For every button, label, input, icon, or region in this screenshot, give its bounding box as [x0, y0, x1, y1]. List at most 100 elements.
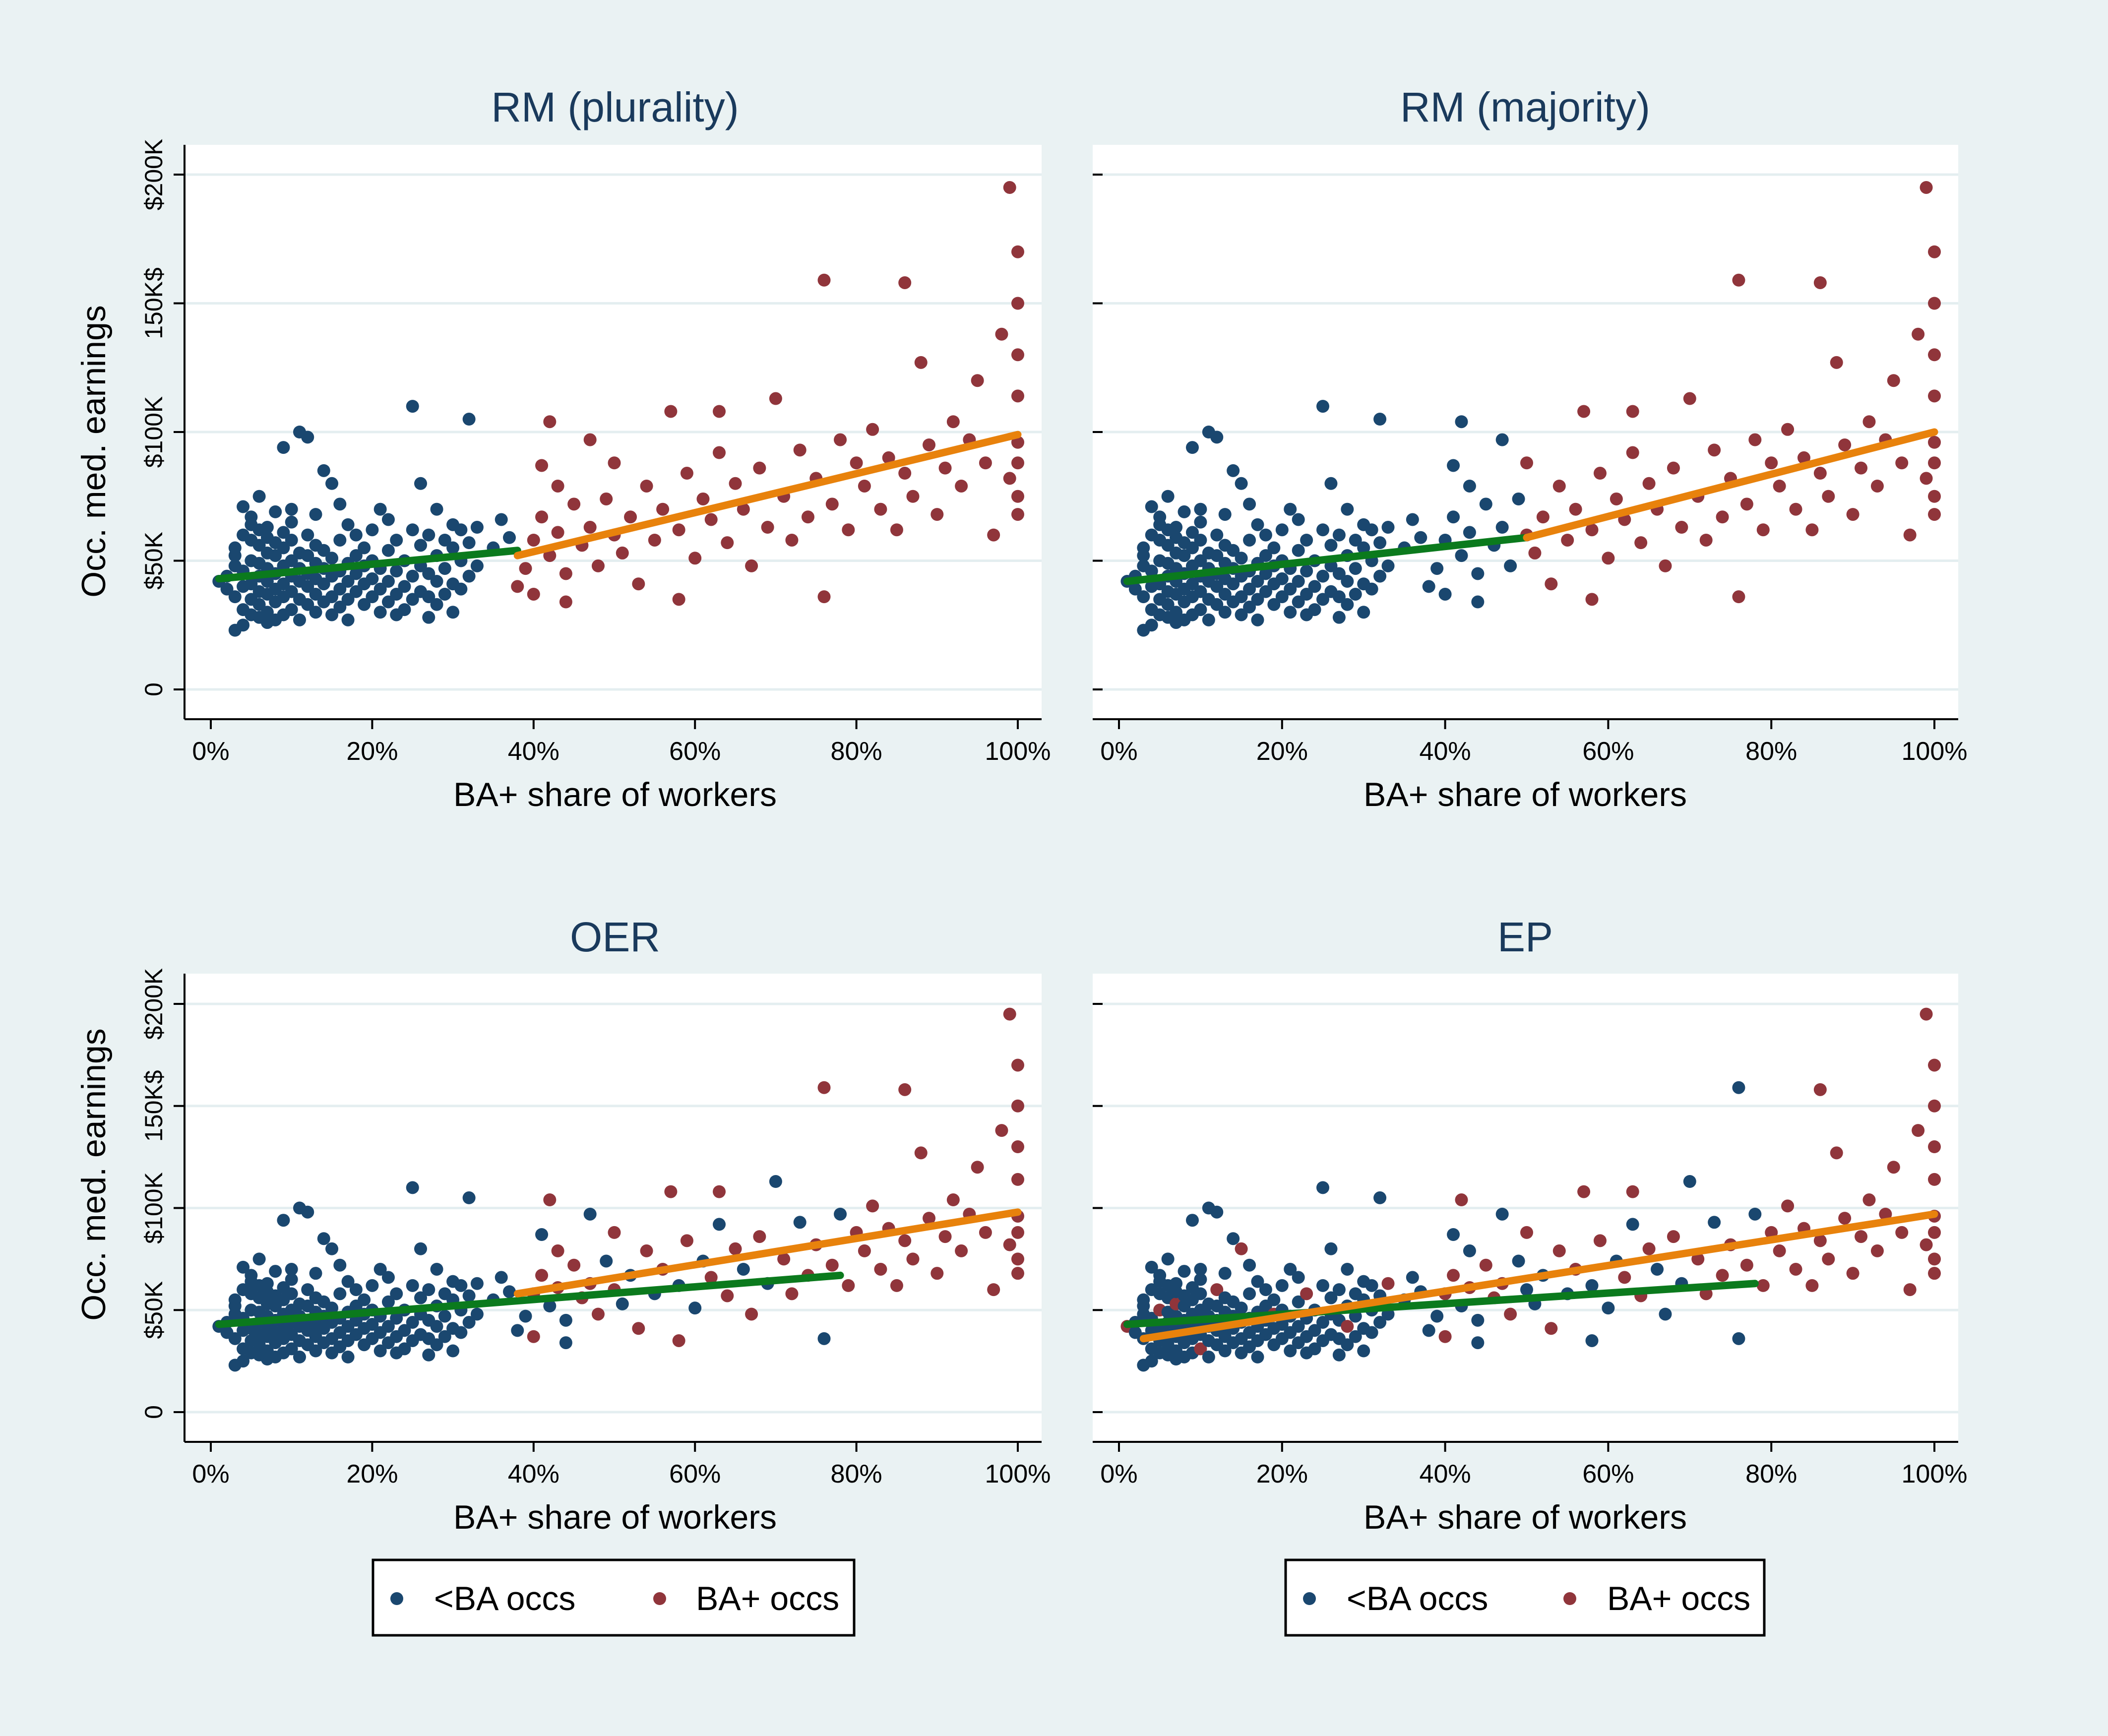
point-ba-plus	[1928, 1058, 1941, 1072]
point-ba-plus	[801, 510, 814, 524]
point-lt-ba	[1300, 564, 1313, 578]
point-ba-plus	[1838, 438, 1852, 451]
point-lt-ba	[301, 598, 314, 611]
point-lt-ba	[414, 477, 428, 490]
point-lt-ba	[438, 587, 451, 601]
point-lt-ba	[1251, 1350, 1264, 1364]
point-lt-ba	[1316, 569, 1329, 583]
point-ba-plus	[1585, 523, 1599, 537]
point-ba-plus	[664, 405, 678, 418]
point-lt-ba	[1275, 523, 1289, 537]
point-lt-ba	[1585, 1279, 1599, 1292]
x-tick-label: 100%	[985, 1460, 1051, 1488]
point-ba-plus	[1634, 536, 1648, 550]
point-ba-plus	[729, 477, 742, 490]
point-ba-plus	[1504, 1307, 1517, 1321]
point-lt-ba	[583, 1207, 597, 1221]
point-lt-ba	[793, 1216, 806, 1229]
point-ba-plus	[923, 1212, 936, 1225]
point-lt-ba	[277, 441, 290, 454]
x-tick-label: 100%	[985, 737, 1051, 766]
point-ba-plus	[1003, 1007, 1016, 1021]
point-ba-plus	[527, 533, 540, 547]
point-ba-plus	[1773, 479, 1786, 493]
point-lt-ba	[1235, 552, 1248, 565]
point-lt-ba	[277, 1214, 290, 1227]
point-lt-ba	[1447, 459, 1460, 472]
point-lt-ba	[438, 1330, 451, 1343]
point-lt-ba	[1194, 585, 1207, 598]
fit-line-ba-plus	[1523, 428, 1938, 542]
point-lt-ba	[1357, 1344, 1370, 1358]
point-ba-plus	[1822, 490, 1835, 503]
x-tick-label: 40%	[1420, 737, 1471, 766]
point-lt-ba	[285, 554, 298, 567]
point-ba-plus	[1928, 456, 1941, 470]
points	[1120, 1007, 1941, 1372]
point-lt-ba	[1422, 1324, 1435, 1337]
point-lt-ba	[430, 1262, 443, 1276]
point-lt-ba	[1194, 533, 1207, 547]
point-lt-ba	[1373, 569, 1387, 583]
point-ba-plus	[1903, 1283, 1917, 1297]
point-lt-ba	[1218, 1344, 1232, 1358]
point-lt-ba	[1194, 554, 1207, 567]
point-lt-ba	[333, 600, 347, 614]
point-ba-plus	[1797, 451, 1810, 464]
point-lt-ba	[1210, 549, 1224, 562]
point-ba-plus	[898, 1083, 912, 1096]
point-lt-ba	[1243, 497, 1256, 511]
point-lt-ba	[1463, 479, 1476, 493]
point-ba-plus	[1003, 181, 1016, 194]
point-lt-ba	[1349, 587, 1362, 601]
point-ba-plus	[1716, 1269, 1729, 1282]
point-ba-plus	[1928, 1140, 1941, 1154]
point-lt-ba	[1243, 533, 1256, 547]
point-ba-plus	[1659, 559, 1672, 572]
point-lt-ba	[406, 1315, 419, 1329]
point-lt-ba	[252, 1252, 266, 1266]
point-lt-ba	[1210, 528, 1224, 542]
x-tick-label: 60%	[669, 737, 721, 766]
point-lt-ba	[381, 1271, 395, 1284]
point-lt-ba	[325, 1242, 339, 1255]
point-lt-ba	[1732, 1332, 1745, 1345]
point-ba-plus	[1626, 1185, 1639, 1198]
point-ba-plus	[777, 1252, 791, 1266]
point-ba-plus	[842, 523, 855, 537]
point-lt-ba	[373, 1344, 387, 1358]
y-tick-label: $200K	[140, 139, 168, 211]
point-lt-ba	[1275, 1279, 1289, 1292]
point-lt-ba	[1332, 611, 1346, 624]
point-ba-plus	[535, 1269, 549, 1282]
point-ba-plus	[1536, 510, 1550, 524]
point-ba-plus	[1011, 348, 1024, 362]
point-lt-ba	[1178, 549, 1191, 562]
point-lt-ba	[559, 1313, 572, 1327]
point-lt-ba	[1651, 1262, 1664, 1276]
point-ba-plus	[1912, 1124, 1925, 1137]
point-lt-ba	[1170, 521, 1183, 534]
x-tick-label: 40%	[1420, 1460, 1471, 1488]
point-lt-ba	[430, 575, 443, 588]
point-ba-plus	[1928, 1099, 1941, 1113]
point-ba-plus	[1870, 479, 1884, 493]
point-lt-ba	[325, 552, 339, 565]
point-lt-ba	[373, 1262, 387, 1276]
point-lt-ba	[1218, 606, 1232, 619]
point-lt-ba	[1243, 1287, 1256, 1301]
point-ba-plus	[938, 1230, 952, 1243]
point-ba-plus	[1577, 1185, 1591, 1198]
point-ba-plus	[1455, 1193, 1468, 1207]
point-ba-plus	[842, 1279, 855, 1292]
point-ba-plus	[1773, 1244, 1786, 1257]
point-ba-plus	[511, 580, 524, 593]
point-ba-plus	[535, 459, 549, 472]
point-ba-plus	[995, 1124, 1008, 1137]
point-lt-ba	[325, 590, 339, 604]
point-lt-ba	[220, 582, 234, 596]
point-ba-plus	[1846, 508, 1860, 521]
point-ba-plus	[753, 461, 766, 475]
point-ba-plus	[1789, 502, 1802, 516]
point-lt-ba	[1324, 1242, 1338, 1255]
